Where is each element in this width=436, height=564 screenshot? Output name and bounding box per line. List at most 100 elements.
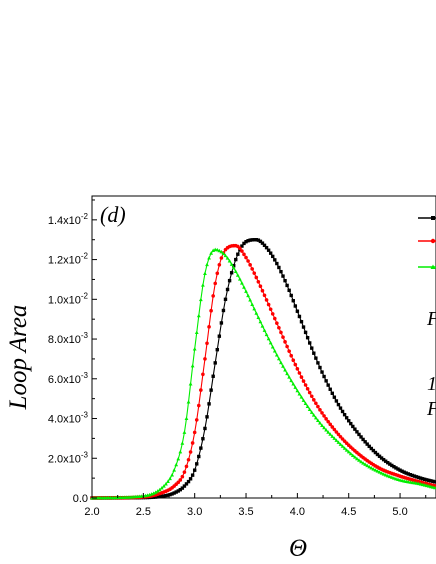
data-point	[260, 324, 265, 328]
data-point	[369, 465, 374, 470]
data-point	[205, 262, 209, 267]
data-point	[262, 243, 267, 248]
data-point	[291, 299, 295, 303]
data-point	[275, 321, 279, 325]
data-point	[305, 404, 310, 408]
data-point	[383, 459, 388, 463]
data-point	[379, 471, 384, 475]
data-point	[299, 320, 304, 324]
data-point	[176, 480, 181, 485]
legend-text-fragment: F	[426, 398, 436, 420]
data-point	[297, 314, 302, 319]
data-point	[291, 358, 296, 363]
data-point	[338, 442, 343, 446]
data-point	[394, 466, 398, 470]
data-point	[155, 489, 160, 493]
data-point	[344, 448, 349, 452]
data-point	[186, 479, 191, 484]
data-point	[252, 238, 256, 242]
data-point	[205, 341, 209, 346]
data-point	[324, 379, 328, 383]
data-point	[402, 470, 406, 474]
data-point	[264, 332, 269, 337]
data-point	[322, 374, 326, 379]
data-point	[340, 444, 345, 448]
data-point	[192, 468, 197, 472]
data-point	[248, 298, 253, 302]
y-tick-label: 1.2x10-2	[48, 252, 89, 267]
data-point	[324, 417, 328, 421]
data-point	[287, 349, 291, 353]
data-point	[246, 293, 250, 298]
data-point	[316, 418, 320, 423]
data-point	[270, 345, 275, 349]
data-point	[301, 398, 306, 402]
data-point	[170, 492, 174, 496]
data-point	[203, 426, 207, 431]
data-point	[266, 336, 271, 341]
data-point	[328, 387, 332, 391]
x-tick-label: 5.0	[392, 506, 407, 518]
data-point	[404, 471, 408, 475]
data-point	[242, 241, 246, 246]
data-point	[342, 412, 347, 417]
data-point	[363, 440, 367, 444]
data-point	[160, 494, 164, 499]
data-point	[166, 479, 170, 484]
data-point	[361, 437, 365, 442]
data-point	[330, 434, 335, 438]
data-point	[203, 357, 207, 361]
data-point	[342, 446, 347, 450]
data-point	[151, 491, 156, 495]
data-point	[229, 271, 234, 275]
data-point	[283, 278, 287, 283]
data-point	[199, 446, 203, 450]
data-point	[256, 238, 261, 242]
data-point	[207, 402, 211, 406]
data-point	[201, 437, 205, 441]
data-point	[375, 452, 380, 457]
data-point	[227, 259, 232, 263]
data-point	[242, 285, 246, 289]
data-point	[215, 247, 220, 252]
data-point	[332, 436, 337, 440]
data-point	[184, 464, 189, 469]
legend-marker	[430, 264, 436, 269]
data-point	[211, 374, 215, 378]
data-point	[164, 481, 168, 486]
data-point	[385, 473, 390, 478]
data-point	[314, 356, 318, 360]
data-point	[433, 485, 436, 490]
data-point	[236, 252, 240, 256]
x-tick-label: 3.5	[238, 506, 253, 518]
data-point	[275, 261, 279, 266]
data-point	[305, 387, 310, 391]
data-point	[347, 419, 351, 423]
data-point	[386, 461, 390, 465]
data-point	[219, 256, 224, 260]
data-point	[274, 352, 279, 357]
data-point	[246, 239, 250, 243]
data-point	[293, 304, 298, 308]
data-point	[225, 256, 230, 260]
y-tick-label: 2.0x10-3	[48, 450, 89, 465]
data-point	[176, 489, 180, 493]
data-point	[303, 383, 308, 387]
data-point	[318, 365, 322, 370]
series-2	[90, 243, 436, 500]
data-point	[238, 246, 242, 251]
data-point	[180, 474, 185, 479]
ticks-layer: 2.0 2.5 3.0 3.5 4.0 4.5 5.0 0.0 2.0x10-3 4.0x10-3…	[48, 199, 427, 518]
data-point	[195, 462, 199, 466]
data-point	[332, 395, 337, 399]
legend-text-fragment: F	[426, 308, 436, 330]
legend: F 1 F	[418, 216, 436, 420]
data-point	[199, 388, 203, 392]
data-point	[252, 306, 257, 311]
x-tick-label: 2.5	[136, 506, 151, 518]
data-point	[332, 427, 337, 432]
data-point	[203, 271, 207, 275]
y-axis-label: Loop Area	[5, 305, 32, 411]
data-point	[188, 450, 193, 454]
